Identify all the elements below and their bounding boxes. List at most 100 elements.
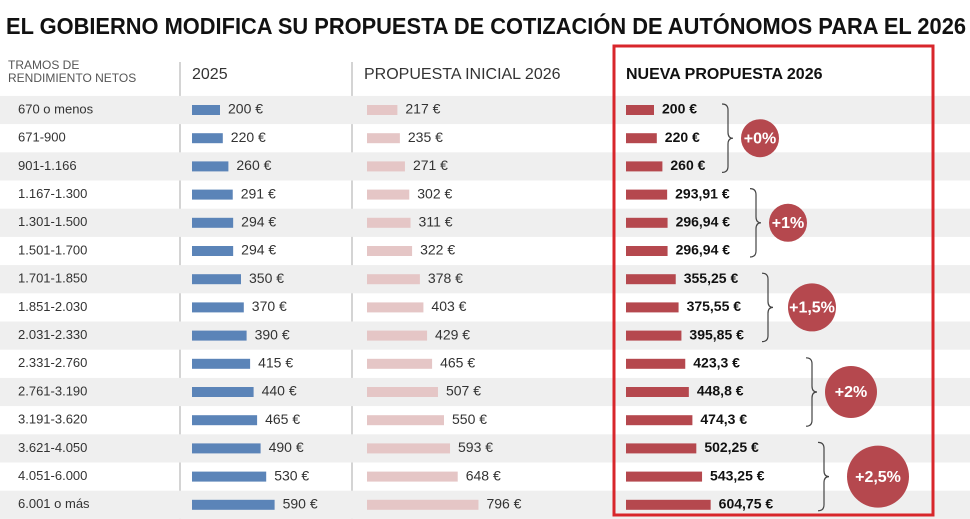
bar — [192, 330, 247, 341]
bar — [367, 246, 413, 256]
bar — [367, 358, 433, 369]
badge-label: +2,5% — [855, 469, 901, 486]
bar — [367, 105, 398, 115]
category-label: 1.501-1.700 — [18, 242, 87, 257]
bar — [367, 302, 424, 313]
category-label: 2.761-3.190 — [18, 383, 87, 398]
bar — [192, 105, 220, 115]
badge — [825, 366, 877, 418]
bar — [626, 274, 676, 285]
category-label: 1.851-2.030 — [18, 299, 87, 314]
value-label: 593 € — [458, 439, 493, 455]
category-label: 4.051-6.000 — [18, 468, 87, 483]
badge-label: +1% — [772, 215, 804, 232]
category-header: RENDIMIENTO NETOS — [8, 71, 136, 85]
bar — [192, 358, 251, 369]
badge-label: +1,5% — [789, 300, 835, 317]
value-label: 490 € — [269, 439, 304, 455]
bar — [367, 274, 420, 285]
bracket — [761, 272, 774, 343]
value-label: 296,94 € — [676, 214, 731, 230]
bar — [626, 161, 663, 172]
value-label: 648 € — [466, 467, 501, 483]
value-label: 260 € — [236, 157, 271, 173]
bar — [367, 133, 400, 144]
value-label: 294 € — [241, 214, 276, 230]
value-label: 590 € — [283, 496, 318, 512]
bar — [367, 443, 451, 454]
bar — [192, 499, 275, 510]
category-label: 1.301-1.500 — [18, 214, 87, 229]
bar — [367, 415, 444, 426]
highlight-box — [612, 44, 935, 517]
chart-title: EL GOBIERNO MODIFICA SU PROPUESTA DE COT… — [6, 12, 966, 39]
bar — [367, 217, 411, 228]
category-label: 2.031-2.330 — [18, 327, 87, 342]
bar — [367, 499, 479, 510]
value-label: 395,85 € — [689, 326, 744, 342]
value-label: 200 € — [662, 101, 697, 117]
value-label: 403 € — [431, 298, 466, 314]
bar — [367, 189, 410, 200]
marks: 670 o menos 671-900 901-1.166 1.167-1.300 1.… — [18, 66, 909, 512]
value-label: 604,75 € — [719, 496, 774, 512]
bar — [367, 471, 458, 482]
bar — [626, 246, 668, 256]
category-label: 1.167-1.300 — [18, 186, 87, 201]
bar — [626, 387, 689, 397]
value-label: 296,94 € — [676, 242, 731, 258]
bar — [626, 217, 668, 228]
value-label: 271 € — [413, 157, 448, 173]
value-label: 350 € — [249, 270, 284, 286]
category-label: 3.621-4.050 — [18, 440, 87, 455]
value-label: 390 € — [255, 326, 290, 342]
bar — [192, 302, 244, 313]
value-label: 530 € — [274, 467, 309, 483]
value-label: 502,25 € — [704, 439, 759, 455]
bar — [367, 161, 405, 172]
series-header: NUEVA PROPUESTA 2026 — [626, 66, 823, 83]
value-label: 378 € — [428, 270, 463, 286]
row-band — [0, 208, 970, 237]
bar — [626, 358, 686, 369]
bar — [626, 189, 668, 200]
bar — [626, 471, 703, 482]
bar — [192, 415, 258, 426]
category-label: 6.001 o más — [18, 496, 90, 511]
bar — [192, 133, 223, 144]
bar — [626, 415, 693, 426]
bar — [626, 443, 697, 454]
value-label: 543,25 € — [710, 467, 765, 483]
bar — [192, 161, 229, 172]
category-header: TRAMOS DE — [8, 58, 79, 72]
badge — [741, 119, 779, 158]
badge — [847, 445, 909, 508]
row-band — [0, 152, 970, 181]
bar — [192, 387, 254, 397]
value-label: 217 € — [405, 101, 440, 117]
badge-label: +0% — [744, 130, 776, 147]
value-label: 474,3 € — [700, 411, 747, 427]
value-label: 375,55 € — [687, 298, 742, 314]
row-band — [0, 377, 970, 407]
bar — [626, 105, 654, 115]
bar — [626, 302, 679, 313]
value-label: 429 € — [435, 326, 470, 342]
value-label: 235 € — [408, 129, 443, 145]
value-label: 370 € — [252, 298, 287, 314]
category-label: 1.701-1.850 — [18, 271, 87, 286]
row-band — [0, 95, 970, 125]
bar — [367, 330, 428, 341]
value-label: 322 € — [420, 242, 455, 258]
value-label: 220 € — [665, 129, 700, 145]
value-label: 465 € — [265, 411, 300, 427]
series-header: 2025 — [192, 66, 228, 83]
value-label: 260 € — [670, 157, 705, 173]
bar — [626, 499, 711, 510]
value-label: 507 € — [446, 383, 481, 399]
bar — [192, 471, 267, 482]
value-label: 302 € — [417, 185, 452, 201]
bar — [626, 133, 657, 144]
value-label: 448,8 € — [697, 383, 744, 399]
category-label: 2.331-2.760 — [18, 355, 87, 370]
